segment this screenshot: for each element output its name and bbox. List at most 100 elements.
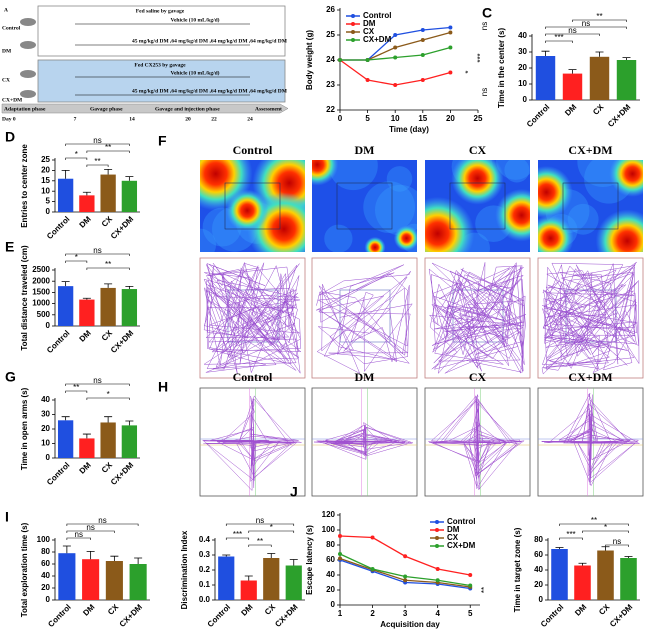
y-tick-label: 0.2: [199, 565, 211, 574]
error-bar: [125, 176, 134, 181]
bar: [82, 559, 100, 600]
treatment-text: 45 mg/kg/d DM ,64 mg/kg/d DM ,64 mg/kg/d…: [132, 88, 288, 94]
panel-title: Control: [233, 370, 273, 384]
x-tick-label: DM: [573, 602, 588, 617]
x-tick-label: CX: [100, 460, 115, 475]
significance-bracket: [65, 143, 130, 146]
x-tick-label: CX: [100, 328, 115, 343]
heatmap: [200, 160, 305, 252]
x-axis-label: Time (day): [389, 125, 429, 134]
error-bar: [568, 69, 577, 74]
significance-label: ***: [566, 530, 575, 539]
x-tick-label: 20: [446, 114, 455, 123]
y-tick-label: 10: [518, 79, 527, 88]
series-point: [403, 578, 408, 583]
significance-label: ns: [98, 516, 106, 525]
track-path: [541, 261, 640, 375]
legend-marker: [351, 22, 355, 26]
x-tick-label: CX+DM: [109, 460, 136, 487]
center-zone: [449, 182, 506, 230]
series-point: [370, 567, 375, 571]
series-point: [468, 583, 473, 588]
y-tick-label: 100: [37, 535, 51, 544]
x-tick-label: 15: [418, 114, 427, 123]
significance-label: **: [596, 12, 602, 21]
significance-label: ns: [256, 516, 264, 525]
x-tick-label: Control: [45, 329, 71, 355]
bar: [79, 299, 95, 326]
heatmap-haze: [363, 181, 416, 234]
legend-label: CX: [363, 27, 375, 36]
series-point: [338, 552, 342, 556]
heatmap-haze: [496, 160, 530, 180]
significance-bracket: [572, 19, 627, 22]
y-axis-label: Time in the center (s): [497, 28, 506, 109]
series-point: [338, 58, 342, 62]
x-tick-label: 2: [370, 609, 375, 618]
significance-bracket: [248, 544, 272, 547]
treatment-text: Vehicle (10 mL/kg/d): [171, 69, 220, 76]
significance-bracket: [65, 253, 130, 256]
y-tick-label: 20: [41, 166, 50, 175]
significance-label: **: [105, 260, 111, 269]
x-tick-label: CX+DM: [606, 102, 633, 129]
bar: [121, 425, 138, 458]
error-bar: [61, 416, 70, 421]
timeline-arrow: [1, 103, 289, 114]
series-point: [370, 535, 375, 540]
significance-label: **: [591, 516, 597, 525]
error-bar: [104, 416, 113, 423]
series-point: [435, 578, 440, 583]
significance-bracket: [248, 530, 295, 533]
x-tick-label: CX+DM: [118, 602, 145, 629]
panel-letter: J: [290, 484, 298, 500]
y-tick-label: 120: [322, 510, 336, 519]
x-tick-label: 10: [391, 114, 400, 123]
y-tick-label: 25: [326, 30, 335, 39]
track-path: [203, 261, 302, 374]
mouse-icon: [20, 70, 36, 78]
heatmap-blob: [538, 165, 573, 219]
significance-bracket: [225, 537, 250, 540]
y-tick-label: 24: [326, 55, 335, 64]
x-tick-label: CX+DM: [109, 214, 136, 241]
annotation: ns: [480, 22, 489, 30]
y-tick-label: 2500: [32, 265, 50, 274]
x-tick-label: CX: [597, 602, 612, 617]
panel-title: CX: [469, 143, 487, 157]
y-tick-label: 20: [518, 63, 527, 72]
legend-label: Control: [363, 11, 391, 20]
significance-label: ns: [86, 523, 94, 532]
y-tick-label: 0: [46, 321, 51, 330]
significance-bracket: [559, 523, 629, 526]
error-bar: [110, 555, 119, 561]
significance-label: ns: [93, 376, 101, 385]
series-point: [448, 25, 453, 30]
significance-label: ***: [233, 530, 242, 539]
annotation: ns: [480, 88, 489, 96]
heatmap-haze: [567, 203, 599, 235]
error-bar: [289, 559, 298, 566]
series-point: [393, 55, 398, 60]
treatment-text: 45 mg/kg/d DM ,64 mg/kg/d DM ,64 mg/kg/d…: [132, 38, 288, 44]
y-tick-label: 0.4: [199, 535, 211, 544]
y-tick-label: 22: [326, 105, 335, 114]
significance-bracket: [86, 397, 130, 400]
center-zone: [562, 182, 619, 230]
bar: [57, 420, 74, 458]
mouse-icon: [20, 90, 36, 98]
panel-letter: F: [158, 133, 167, 149]
bar: [240, 580, 257, 600]
x-tick-label: Control: [46, 603, 72, 629]
bar: [218, 556, 235, 600]
day-label: 14: [129, 116, 135, 122]
y-axis-label: Time in target zone (s): [513, 527, 522, 612]
heatmap-blob: [595, 209, 643, 252]
significance-label: ns: [613, 537, 621, 546]
bar: [129, 564, 147, 600]
annotation: ***: [476, 53, 485, 62]
day-label: 7: [74, 116, 77, 122]
panel-letter: H: [158, 379, 168, 395]
annotation: **: [480, 587, 489, 593]
